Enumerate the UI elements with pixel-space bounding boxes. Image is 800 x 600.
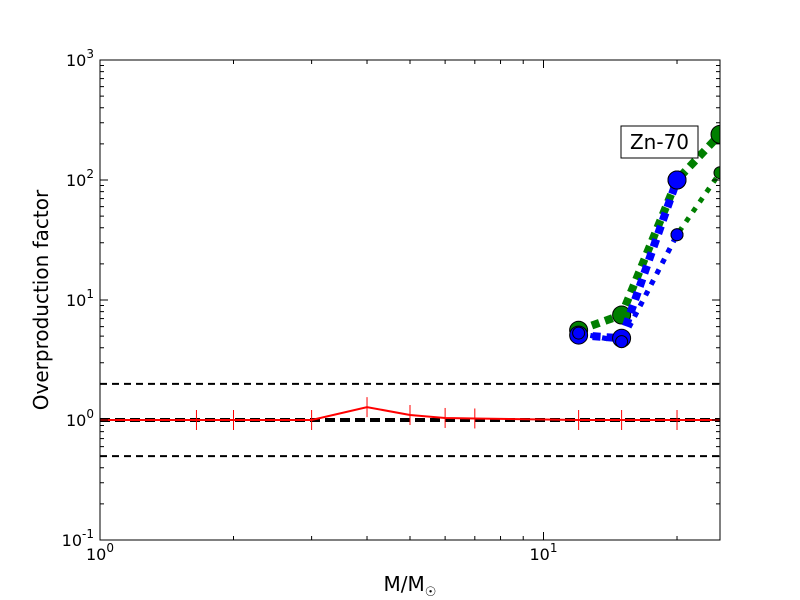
data-point: [667, 170, 687, 190]
plot-background: [100, 60, 720, 540]
x-tick-label: 101: [530, 541, 558, 564]
ticks: [99, 59, 720, 541]
y-tick-label: 10-1: [62, 527, 94, 550]
data-point: [615, 335, 629, 349]
data-point: [670, 228, 684, 242]
series-line-1: [577, 131, 720, 334]
y-tick-label: 103: [66, 47, 94, 70]
series-4: [572, 228, 684, 349]
y-tick-label: 102: [66, 167, 94, 190]
x-axis-title: M/M☉: [384, 572, 437, 600]
y-axis-title: Overproduction factor: [29, 189, 53, 410]
data-point: [710, 124, 720, 144]
y-tick-label: 101: [66, 287, 94, 310]
annotation-label: Zn-70: [630, 130, 689, 154]
series-layer: [100, 124, 720, 430]
data-point: [572, 326, 586, 340]
series-line-0: [100, 406, 720, 421]
annotation-box: Zn-70: [620, 125, 699, 159]
data-point: [713, 166, 720, 180]
x-tick-label: 100: [86, 541, 114, 564]
series-line-4: [578, 233, 680, 345]
y-tick-label: 100: [66, 407, 94, 430]
series-0: [100, 397, 720, 430]
